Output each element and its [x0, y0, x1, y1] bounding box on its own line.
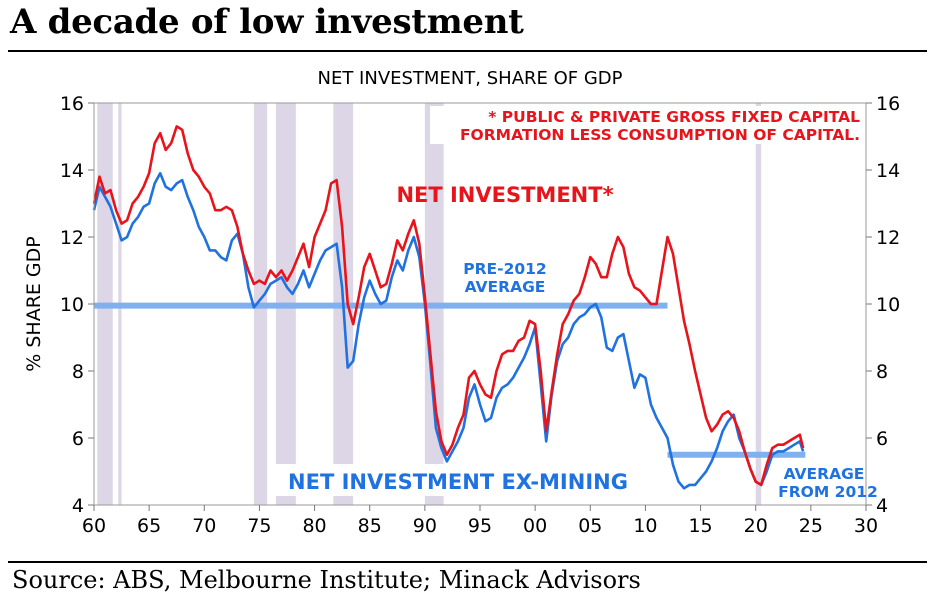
- post-2012-average-label-line1: AVERAGE: [784, 465, 865, 483]
- pre-2012-average-label-line2: AVERAGE: [465, 278, 546, 296]
- x-tick-label-14: 30: [854, 515, 878, 537]
- x-tick-label-11: 15: [688, 515, 712, 537]
- pre-2012-average-label-line1: PRE-2012: [463, 260, 546, 278]
- bottom-rule: [8, 561, 927, 563]
- top-rule: [8, 50, 927, 52]
- ex-mining-label: NET INVESTMENT EX-MINING: [288, 470, 628, 494]
- footnote-background: [430, 106, 862, 144]
- y-tick-label-left-1: 6: [72, 428, 84, 450]
- y-tick-label-right-3: 10: [876, 294, 900, 316]
- net-investment-line: [92, 125, 805, 487]
- y-tick-label-left-4: 12: [60, 227, 84, 249]
- ex-mining-label-background: [272, 464, 644, 496]
- y-tick-label-left-2: 8: [72, 361, 84, 383]
- x-tick-label-0: 60: [82, 515, 106, 537]
- axis-ticks: [88, 102, 872, 511]
- y-tick-label-right-4: 12: [876, 227, 900, 249]
- x-tick-label-8: 00: [523, 515, 547, 537]
- x-tick-label-9: 05: [578, 515, 602, 537]
- y-tick-label-right-2: 8: [876, 361, 888, 383]
- y-axis-label: % SHARE GDP: [23, 236, 45, 372]
- x-tick-label-4: 80: [302, 515, 326, 537]
- average-bands: [94, 302, 806, 458]
- x-tick-label-5: 85: [358, 515, 382, 537]
- x-tick-label-1: 65: [137, 515, 161, 537]
- y-tick-label-right-0: 4: [876, 495, 888, 517]
- series-lines: [92, 125, 805, 490]
- y-tick-label-right-1: 6: [876, 428, 888, 450]
- x-tick-label-12: 20: [744, 515, 768, 537]
- recession-shade-6: [755, 103, 762, 505]
- x-tick-label-7: 95: [468, 515, 492, 537]
- post-2012-average-label-background: [778, 462, 864, 502]
- y-tick-label-right-6: 16: [876, 93, 900, 115]
- footnote-line2: FORMATION LESS CONSUMPTION OF CAPITAL.: [460, 126, 860, 144]
- net-investment-label: NET INVESTMENT*: [396, 183, 613, 207]
- tick-labels: 60 65 70 75 80 85 90 95 00 05 10 15 20 25 304 46 68 810 10…: [60, 93, 900, 537]
- footnote-line1: * PUBLIC & PRIVATE GROSS FIXED CAPITAL: [488, 108, 860, 126]
- headline: A decade of low investment: [10, 2, 524, 42]
- x-tick-label-2: 70: [192, 515, 216, 537]
- x-tick-label-10: 10: [633, 515, 657, 537]
- chart-title: NET INVESTMENT, SHARE OF GDP: [317, 68, 622, 89]
- y-tick-label-left-5: 14: [60, 160, 84, 182]
- y-tick-label-right-5: 14: [876, 160, 900, 182]
- x-tick-label-3: 75: [247, 515, 271, 537]
- y-tick-label-left-0: 4: [72, 495, 84, 517]
- y-tick-label-left-3: 10: [60, 294, 84, 316]
- x-tick-label-13: 25: [799, 515, 823, 537]
- source-note: Source: ABS, Melbourne Institute; Minack…: [12, 566, 641, 594]
- post-2012-average-label-line2: FROM 2012: [778, 483, 878, 501]
- x-tick-label-6: 90: [413, 515, 437, 537]
- net-investment-ex-mining-line: [92, 172, 805, 490]
- y-tick-label-left-6: 16: [60, 93, 84, 115]
